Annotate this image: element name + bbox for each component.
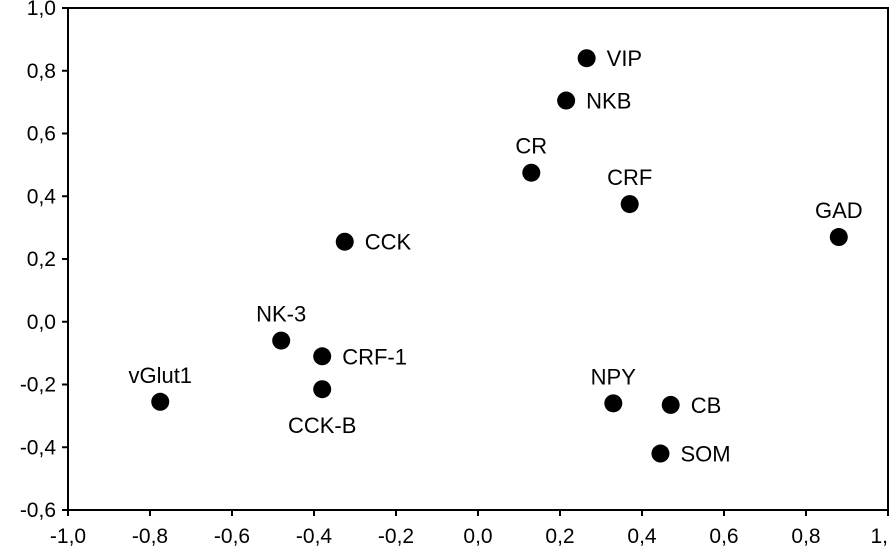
data-point-label: GAD	[815, 198, 863, 223]
data-point-label: NK-3	[256, 302, 306, 327]
y-tick-label: -0,2	[20, 374, 56, 397]
y-tick-label: 0,4	[27, 185, 57, 208]
x-tick-label: 0,0	[463, 525, 492, 548]
y-tick-label: -0,4	[20, 436, 57, 459]
data-point-label: NKB	[586, 89, 631, 114]
plot-frame	[67, 7, 889, 511]
data-point	[313, 380, 332, 399]
x-tick-label: -0,6	[214, 525, 250, 548]
data-point	[651, 444, 670, 463]
data-point	[577, 49, 596, 68]
y-tick-label: 0,0	[27, 311, 56, 334]
y-tick-label: -0,6	[20, 499, 56, 522]
x-tick-label: 1,	[870, 525, 888, 548]
data-point-label: SOM	[680, 442, 730, 467]
y-axis: 1,0 0,8 0,6 0,4 0,2 0,0 -0,2 -0,4 -0,6	[20, 0, 68, 522]
data-point	[313, 347, 332, 366]
data-point	[620, 195, 639, 214]
x-tick-label: -0,4	[296, 525, 333, 548]
data-point-label: CRF	[607, 165, 652, 190]
data-point-label: CB	[691, 393, 722, 418]
data-point	[522, 163, 541, 182]
x-tick-label: -0,2	[378, 525, 414, 548]
data-point-label: CRF-1	[342, 344, 407, 369]
x-tick-label: -0,8	[132, 525, 168, 548]
data-point	[151, 392, 170, 411]
y-tick-label: 1,0	[27, 0, 56, 20]
x-tick-label: 0,8	[791, 525, 820, 548]
y-tick-label: 0,6	[27, 123, 56, 146]
x-tick-label: -1,0	[50, 525, 86, 548]
data-points: VIP NKB CR CRF GAD CCK NK-3 CRF-1 CCK-B vGlut1 NPY…	[128, 46, 862, 466]
data-point	[661, 395, 680, 414]
y-tick-label: 0,2	[27, 248, 56, 271]
data-point	[604, 394, 623, 413]
data-point-label: VIP	[607, 46, 642, 71]
data-point	[272, 331, 291, 350]
data-point	[557, 91, 576, 110]
data-point-label: CR	[515, 134, 547, 159]
x-tick-label: 0,6	[709, 525, 738, 548]
data-point-label: vGlut1	[128, 363, 192, 388]
data-point	[829, 228, 848, 247]
y-tick-label: 0,8	[27, 60, 56, 83]
x-tick-label: 0,4	[627, 525, 657, 548]
data-point-label: CCK-B	[288, 413, 356, 438]
x-tick-label: 0,2	[545, 525, 574, 548]
data-point-label: NPY	[591, 364, 637, 389]
data-point-label: CCK	[365, 230, 412, 255]
data-point	[335, 232, 354, 251]
x-axis: -1,0 -0,8 -0,6 -0,4 -0,2 0,0 0,2 0,4 0,6 0,8 1,	[50, 510, 889, 548]
